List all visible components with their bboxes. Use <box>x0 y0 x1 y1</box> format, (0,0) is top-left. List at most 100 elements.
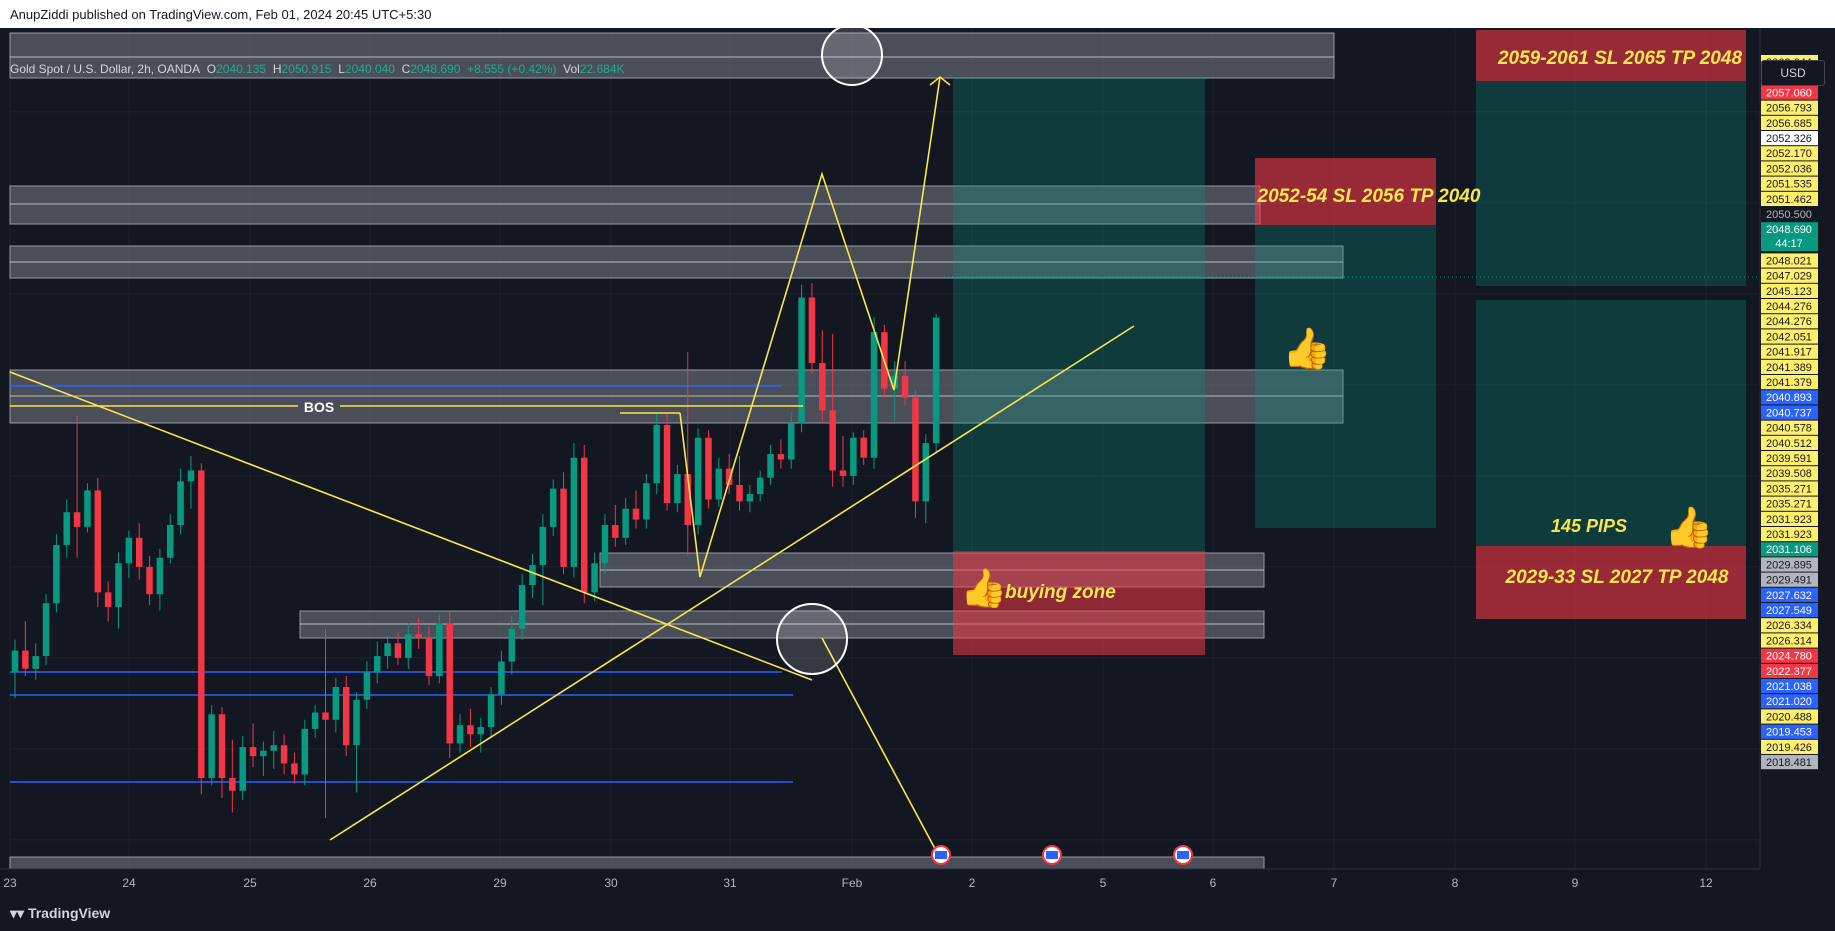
price-label: 2052.170 <box>1761 146 1818 161</box>
time-tick-label: 5 <box>1100 876 1107 890</box>
price-label: 2027.632 <box>1761 587 1818 602</box>
trendline-down <box>9 371 813 681</box>
candle <box>549 479 557 536</box>
price-label: 2042.051 <box>1761 329 1818 344</box>
price-label: 2019.426 <box>1761 739 1818 754</box>
candle <box>839 435 847 487</box>
time-tick-label: 26 <box>363 876 377 890</box>
svg-text:2051.462: 2051.462 <box>1766 194 1812 206</box>
candle <box>291 752 298 784</box>
currency-button[interactable]: USD <box>1761 60 1825 86</box>
candle <box>632 490 640 529</box>
change-value: +8.555 (+0.42%) <box>467 62 557 76</box>
candle <box>218 707 226 799</box>
candle <box>746 484 754 513</box>
candle <box>777 439 785 469</box>
svg-text:2019.426: 2019.426 <box>1766 742 1812 754</box>
us-flag-icon[interactable] <box>1042 845 1062 865</box>
candle <box>167 514 174 564</box>
candle <box>104 581 112 622</box>
us-flag-icon[interactable] <box>1173 845 1193 865</box>
chart-area[interactable]: BOS 2059-2061 SL 2065 TP 2048 2052-54 SL… <box>0 28 1835 896</box>
svg-text:2048.690: 2048.690 <box>1766 224 1812 236</box>
svg-text:2044.276: 2044.276 <box>1766 301 1812 313</box>
candle <box>301 719 309 786</box>
svg-text:2035.271: 2035.271 <box>1766 483 1812 495</box>
svg-text:2047.029: 2047.029 <box>1766 271 1812 283</box>
svg-text:2050.500: 2050.500 <box>1766 209 1812 221</box>
candle <box>850 432 857 485</box>
open-value: 2040.135 <box>216 62 267 76</box>
time-tick-label: 30 <box>604 876 618 890</box>
publisher-text: AnupZiddi published on TradingView.com, … <box>10 7 432 22</box>
candle <box>591 552 598 602</box>
svg-text:2041.917: 2041.917 <box>1766 347 1812 359</box>
svg-text:2031.106: 2031.106 <box>1766 544 1812 556</box>
candle <box>487 687 495 738</box>
symbol-title[interactable]: Gold Spot / U.S. Dollar, 2h, OANDA <box>10 62 201 76</box>
time-tick-label: Feb <box>842 876 863 890</box>
svg-text:2029.491: 2029.491 <box>1766 575 1812 587</box>
price-label: 2052.326 <box>1761 131 1818 146</box>
time-tick-label: 2 <box>969 876 976 890</box>
tv-logo-icon: ▾▾ <box>10 905 28 921</box>
price-label: 2051.535 <box>1761 176 1818 191</box>
svg-text:2040.737: 2040.737 <box>1766 407 1812 419</box>
candle <box>42 594 50 666</box>
candle <box>498 650 505 706</box>
price-label: 2041.379 <box>1761 375 1818 390</box>
candle <box>311 705 319 738</box>
svg-text:2018.481: 2018.481 <box>1766 757 1812 769</box>
candle <box>249 723 257 768</box>
price-label: 2031.923 <box>1761 511 1818 526</box>
circle-top <box>821 28 883 86</box>
candle <box>146 555 153 606</box>
candle <box>384 636 391 669</box>
price-label: 2019.453 <box>1761 724 1818 739</box>
long-stop-box <box>953 551 1205 655</box>
candle <box>725 454 733 495</box>
price-label: 2040.737 <box>1761 405 1818 420</box>
candle <box>829 333 836 487</box>
trendline-up <box>329 325 1135 841</box>
candle <box>860 430 867 465</box>
candle <box>643 474 650 529</box>
time-tick-label: 8 <box>1452 876 1459 890</box>
svg-text:2057.060: 2057.060 <box>1766 87 1812 99</box>
arrow-head <box>929 75 951 86</box>
price-label: 2035.271 <box>1761 481 1818 496</box>
candle <box>405 623 412 669</box>
svg-text:2040.893: 2040.893 <box>1766 392 1812 404</box>
candle <box>715 457 723 507</box>
svg-text:2044.276: 2044.276 <box>1766 316 1812 328</box>
price-label: 2029.895 <box>1761 557 1818 572</box>
candle <box>446 610 453 758</box>
zigzag-path <box>679 76 941 578</box>
svg-text:2029.895: 2029.895 <box>1766 559 1812 571</box>
economic-events[interactable] <box>931 845 1193 865</box>
chart-canvas[interactable]: BOS 2059-2061 SL 2065 TP 2048 2052-54 SL… <box>0 28 1835 896</box>
svg-text:2042.051: 2042.051 <box>1766 331 1812 343</box>
candle <box>932 313 940 453</box>
price-axis[interactable]: 2062.6442062.4952057.0602056.7932056.685… <box>1759 28 1835 896</box>
circle-bottom <box>776 603 848 675</box>
us-flag-icon[interactable] <box>931 845 951 865</box>
candle <box>53 534 60 613</box>
pips-label: 145 PIPS <box>1551 516 1627 536</box>
svg-text:2041.389: 2041.389 <box>1766 362 1812 374</box>
tradingview-logo[interactable]: ▾▾ TradingView <box>10 905 111 921</box>
candle <box>508 616 516 675</box>
candle <box>456 714 464 753</box>
candle <box>674 464 681 513</box>
time-axis[interactable]: 23 24 25 26 29 30 31 Feb 2 5 6 7 8 9 12 <box>0 868 1835 896</box>
candle <box>363 661 371 709</box>
candle <box>684 352 691 556</box>
price-label: 2029.491 <box>1761 572 1818 587</box>
candle <box>73 415 81 558</box>
price-label: 2021.038 <box>1761 679 1818 694</box>
ohlc-legend: Gold Spot / U.S. Dollar, 2h, OANDA O2040… <box>10 62 625 76</box>
position-boxes <box>953 30 1746 655</box>
high-value: 2050.915 <box>281 62 332 76</box>
zone-lines <box>10 56 1343 625</box>
svg-text:2026.334: 2026.334 <box>1766 620 1812 632</box>
